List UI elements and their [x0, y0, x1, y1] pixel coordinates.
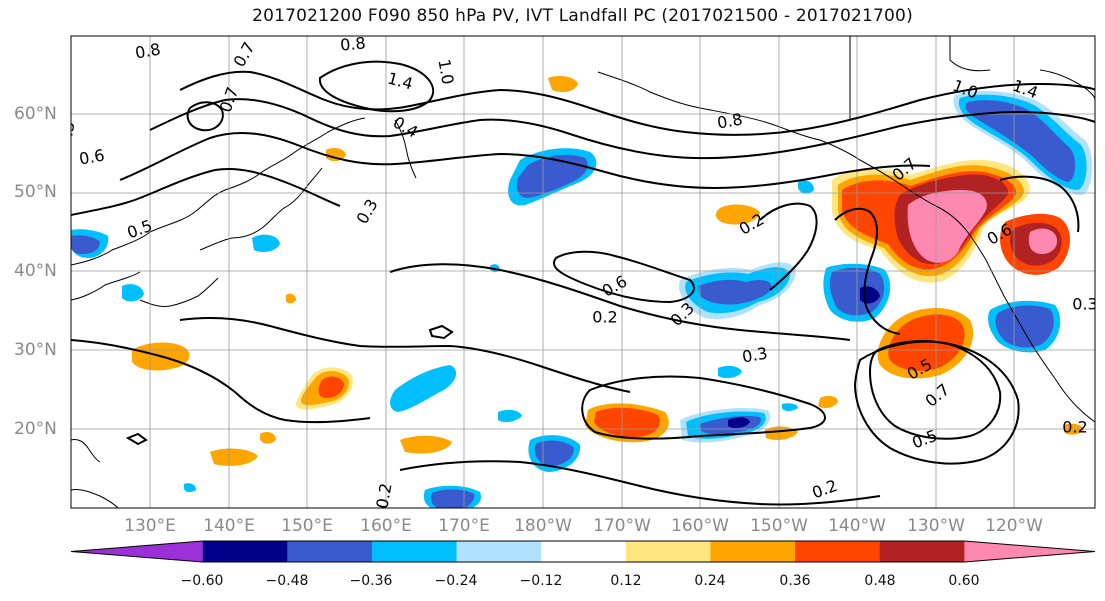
pv-contours [71, 60, 1095, 506]
contour-label: 0.8 [339, 33, 366, 54]
colorbar-segment [710, 541, 796, 562]
colorbar-outline [70, 540, 1096, 563]
colorbar-segment [371, 541, 458, 562]
colorbar-tick: −0.60 [180, 573, 224, 589]
colorbar-tick: −0.36 [349, 573, 393, 589]
colorbar [70, 540, 1096, 563]
contour-label: 1.0 [434, 58, 457, 86]
ivt-pc-shading [71, 76, 1093, 508]
lon-label-170e: 170°E [438, 516, 490, 536]
lon-label-180w: 180°W [514, 516, 572, 536]
lon-label-150w: 150°W [750, 516, 808, 536]
colorbar-tick: 0.48 [864, 573, 896, 589]
contour-label: 0.3 [1072, 295, 1097, 314]
contour-label: 0.8 [716, 109, 744, 132]
colorbar-tick: −0.24 [434, 573, 478, 589]
map-frame [70, 35, 1096, 509]
contour-label: 0.2 [372, 482, 395, 510]
lat-label-40n: 40°N [14, 261, 57, 281]
colorbar-segment [879, 541, 965, 562]
colorbar-tick: 0.24 [694, 573, 726, 589]
colorbar-segment [456, 541, 542, 562]
colorbar-segment [287, 541, 373, 562]
contour-label: 0.5 [55, 120, 78, 148]
lon-label-170w: 170°W [593, 516, 651, 536]
colorbar-tick: 0.36 [779, 573, 811, 589]
lon-label-150e: 150°E [281, 516, 333, 536]
coastlines [71, 36, 1095, 508]
colorbar-tick: 0.60 [948, 573, 980, 589]
figure-title: 2017021200 F090 850 hPa PV, IVT Landfall… [252, 6, 913, 26]
lon-label-130e: 130°E [124, 516, 176, 536]
lat-label-60n: 60°N [14, 104, 57, 124]
colorbar-segment [625, 541, 711, 562]
colorbar-tick: −0.48 [265, 573, 309, 589]
colorbar-segment [202, 541, 288, 562]
lon-label-160w: 160°W [671, 516, 729, 536]
contour-label: 0.8 [134, 39, 162, 62]
lat-label-30n: 30°N [14, 340, 57, 360]
contour-label: 0.6 [78, 145, 106, 168]
lat-label-20n: 20°N [14, 419, 57, 439]
contour-label: 0.2 [592, 308, 617, 327]
colorbar-extend-low [71, 541, 203, 562]
lon-label-120w: 120°W [985, 516, 1043, 536]
lon-label-140e: 140°E [203, 516, 255, 536]
lat-label-50n: 50°N [14, 182, 57, 202]
colorbar-segment [541, 541, 627, 562]
map-area: 0.8 0.7 0.81.4 1.00.41.0 1.40.70.60.5 0.80.70… [55, 33, 1097, 510]
colorbar-tick: 0.12 [610, 573, 642, 589]
colorbar-segment [795, 541, 881, 562]
lon-label-140w: 140°W [828, 516, 886, 536]
lon-label-160e: 160°E [360, 516, 412, 536]
contour-label: 0.2 [1062, 418, 1087, 437]
contour-label: 0.3 [741, 343, 769, 366]
lon-label-130w: 130°W [907, 516, 965, 536]
colorbar-extend-high [964, 541, 1095, 562]
colorbar-tick: −0.12 [519, 573, 563, 589]
